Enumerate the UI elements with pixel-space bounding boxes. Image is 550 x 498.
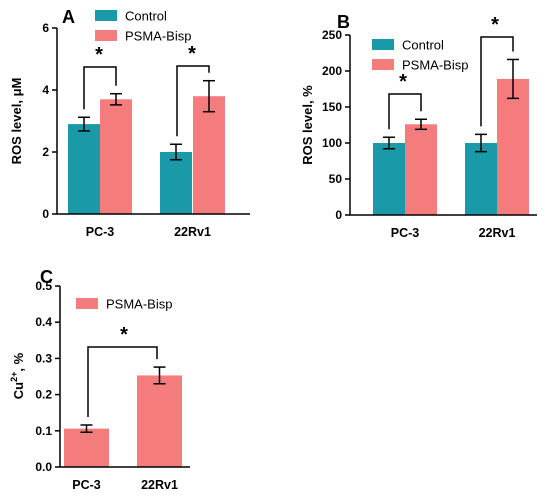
panel-b-significance-bracket [388,93,422,130]
panel-b-x-tick-label: 22Rv1 [479,226,516,240]
panel-b-significance-star: * [399,71,407,93]
panel-c-error-bars [80,366,166,433]
panel-a-significance-bracket [176,65,210,137]
panel-b-y-tick-label: 250 [322,28,342,42]
panel-a-legend-swatch-psma-bisp [95,30,117,41]
panel-c-y-tick-label: 0.0 [35,460,52,474]
panel-b-y-tick-label: 50 [329,172,343,186]
panel-c-axes [59,286,190,468]
panel-b-significance: ** [388,14,514,130]
panel-b-label: B [337,12,350,32]
panel-b-axes [349,35,537,216]
panel-c-legend: PSMA-Bisp [76,297,172,312]
panel-a-bar-control-pc-3 [68,124,100,214]
panel-a-x-tick-label: PC-3 [86,225,115,239]
panel-c-x-tick-label: 22Rv1 [141,478,178,492]
panel-b-legend-swatch-psma-bisp [372,59,394,70]
panel-b-legend: Control PSMA-Bisp [372,38,468,73]
panel-a-y-axis-label: ROS level, μM [9,78,24,165]
panel-b-bar-control-22rv1 [465,143,497,215]
panel-a-bar-control-22rv1 [160,152,192,214]
panel-b-y-axis-label: ROS level, % [300,85,315,165]
panel-a-significance-bracket [83,66,117,110]
panel-b-y-tick-label: 200 [322,64,342,78]
panel-a-legend: Control PSMA-Bisp [95,9,191,44]
panel-b-x-ticks: PC-3 22Rv1 [391,226,516,240]
panel-a-y-tick-label: 0 [42,207,49,221]
panel-a-x-tick-label: 22Rv1 [174,225,211,239]
panel-b-significance-bracket [480,36,514,127]
panel-b-legend-label-psma-bisp: PSMA-Bisp [402,58,468,73]
panel-b-x-tick-label: PC-3 [391,226,420,240]
panel-b-y-tick-label: 0 [335,208,342,222]
panel-c-y-tick-label: 0.4 [35,315,52,329]
panel-c-copper-chart: C Cu2+, % 0.0 0.1 0.2 0.3 0.4 0.5 * PC-3 22Rv1… [9,267,190,492]
panel-a-bar-psma-bisp-pc-3 [100,99,132,214]
panel-c-legend-swatch-psma-bisp [76,298,98,309]
panel-b-y-tick-label: 100 [322,136,342,150]
panel-c-y-tick-label: 0.1 [35,424,52,438]
panel-c-y-tick-label: 0.2 [35,388,52,402]
panel-c-label: C [40,267,53,287]
panel-c-bar-psma-bisp-22rv1 [137,375,182,467]
panel-c-significance-bracket [87,346,158,418]
panel-a-significance-star: * [188,43,196,65]
panel-b-bars [373,78,529,215]
panel-b-legend-label-control: Control [402,38,444,53]
panel-a-significance: * * [83,43,210,137]
panel-b-legend-swatch-control [372,39,394,50]
panel-c-y-tick-label: 0.3 [35,351,52,365]
panel-c-legend-label-psma-bisp: PSMA-Bisp [106,297,172,312]
panel-a-significance-star: * [95,44,103,66]
panel-c-y-axis-label-base: Cu [11,382,26,399]
panel-a-y-tick-label: 4 [42,83,49,97]
panel-a-y-tick-label: 2 [42,145,49,159]
panel-a-legend-label-psma-bisp: PSMA-Bisp [125,29,191,44]
panel-a-bars [68,96,225,214]
panel-c-y-axis-label-superscript: 2+ [9,372,19,382]
panel-a-y-ticks: 0 2 4 6 [42,21,57,221]
panel-c-y-tick-label: 0.5 [35,279,52,293]
panel-c-bar-psma-bisp-pc-3 [64,428,109,467]
panel-b-y-tick-label: 150 [322,100,342,114]
panel-a-bar-psma-bisp-22rv1 [193,96,225,214]
panel-a-label: A [62,7,75,27]
panel-a-legend-label-control: Control [125,9,167,24]
panel-c-x-tick-label: PC-3 [72,478,101,492]
panel-b-y-ticks: 0 50 100 150 200 250 [322,28,350,222]
panel-c-x-ticks: PC-3 22Rv1 [72,478,178,492]
panel-a-error-bars [78,79,215,161]
panel-c-y-axis-label: Cu2+, % [9,352,26,399]
panel-b-bar-psma-bisp-22rv1 [497,78,529,215]
panel-b-bar-psma-bisp-pc-3 [405,124,437,215]
panel-c-y-ticks: 0.0 0.1 0.2 0.3 0.4 0.5 [35,279,60,474]
panel-c-bars [64,375,182,467]
panel-a-axes [56,28,250,215]
panel-a-x-ticks: PC-3 22Rv1 [86,225,211,239]
panel-b-bar-control-pc-3 [373,143,405,215]
panel-c-significance: * [87,324,158,418]
panel-a-y-tick-label: 6 [42,21,49,35]
panel-b-significance-star: * [491,14,499,36]
panel-a-legend-swatch-control [95,10,117,21]
panel-c-y-axis-label-suffix: , % [11,352,26,371]
panel-c-significance-star: * [120,324,128,346]
panel-b-error-bars [383,58,519,153]
